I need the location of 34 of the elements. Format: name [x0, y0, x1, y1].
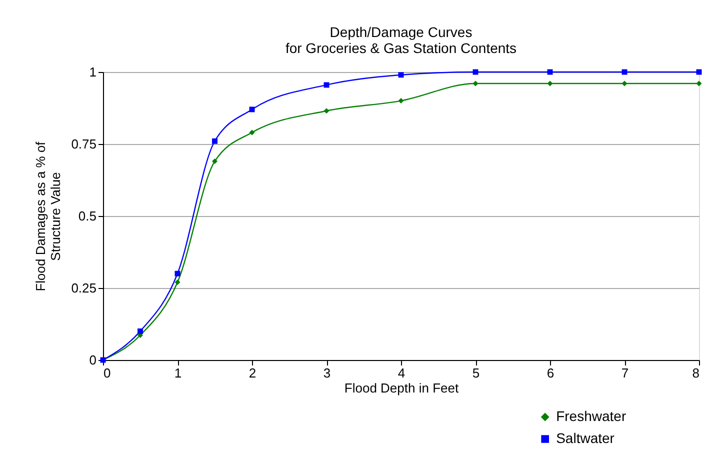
point — [249, 106, 255, 112]
point — [324, 82, 330, 88]
y-tick-label: 0.5 — [78, 208, 96, 224]
y-tick-label: 0 — [89, 352, 96, 368]
legend-label: Saltwater — [556, 430, 615, 446]
y-tick-label: 1 — [89, 64, 96, 80]
point — [324, 108, 330, 114]
point — [398, 98, 404, 104]
chart-title: Depth/Damage Curves for Groceries & Gas Station Contents — [285, 24, 517, 56]
point — [138, 328, 143, 334]
y-axis-title: Flood Damages as a % of Structure Value — [33, 141, 64, 292]
x-axis-title: Flood Depth in Feet — [344, 380, 459, 396]
point — [249, 130, 255, 136]
x-tick-label: 2 — [248, 366, 256, 380]
x-tick-label: 7 — [621, 366, 629, 380]
legend-label: Freshwater — [556, 408, 626, 424]
point — [174, 270, 180, 276]
x-tick-label: 6 — [546, 366, 554, 380]
y-tick-label: 0.25 — [71, 280, 96, 296]
x-tick-label: 1 — [174, 366, 182, 380]
x-tick-label: 3 — [323, 366, 331, 380]
x-tick-label: 4 — [398, 366, 406, 380]
point — [547, 80, 553, 86]
point — [212, 138, 218, 144]
y-tick-label: 0.75 — [71, 136, 96, 152]
point — [472, 80, 478, 86]
point — [622, 80, 628, 86]
point — [212, 158, 218, 164]
point — [174, 280, 180, 285]
x-tick-label: 0 — [104, 366, 111, 380]
x-tick-label: 5 — [472, 366, 480, 380]
point — [398, 72, 404, 78]
point — [696, 80, 702, 86]
x-tick-label: 8 — [692, 366, 700, 380]
